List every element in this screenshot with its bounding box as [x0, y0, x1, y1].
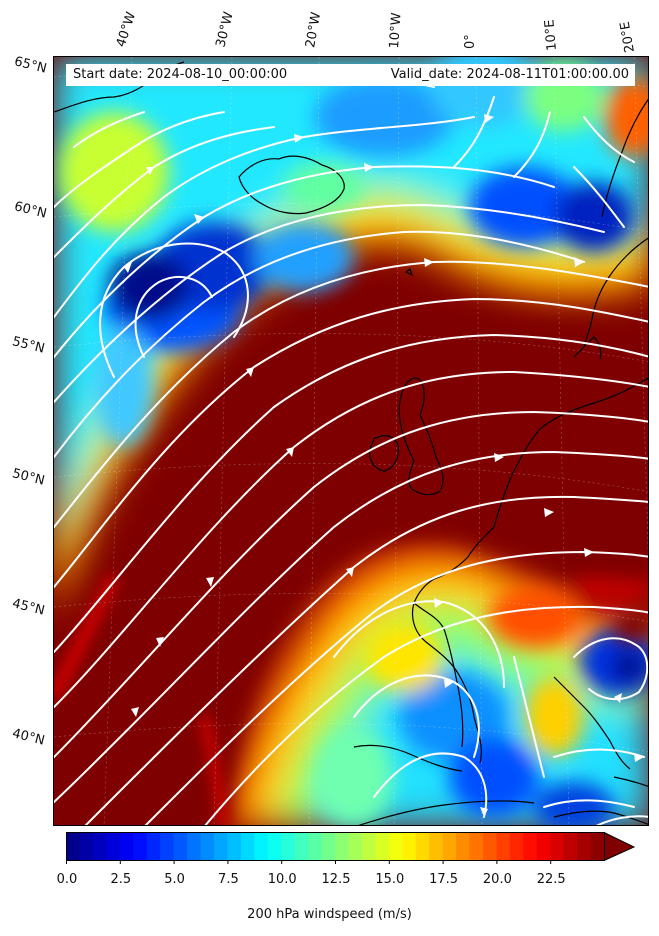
lat-label-40n: 40°N	[10, 726, 47, 749]
valid-date-label: Valid_date: 2024-08-11T01:00:00.00	[390, 67, 629, 82]
colorbar-tick-label: 2.5	[110, 872, 132, 887]
colorbar-steps	[66, 832, 605, 861]
colorbar-step	[294, 832, 309, 861]
lon-label-20w: 20°W	[303, 11, 325, 50]
lat-label-45n: 45°N	[10, 596, 47, 619]
colorbar-step	[348, 832, 363, 861]
colorbar-step	[550, 832, 565, 861]
colorbar-step	[92, 832, 107, 861]
colorbar-outline	[66, 832, 605, 861]
colorbar-step	[429, 832, 444, 861]
colorbar-step	[79, 832, 94, 861]
colorbar-extend-arrow	[604, 832, 634, 861]
colorbar-tick-label: 15.0	[375, 872, 405, 887]
colorbar-step	[66, 832, 81, 861]
colorbar-step	[213, 832, 228, 861]
colorbar-step	[146, 832, 161, 861]
colorbar-step	[442, 832, 457, 861]
colorbar-step	[160, 832, 175, 861]
colorbar	[66, 832, 636, 864]
colorbar-step	[173, 832, 188, 861]
colorbar-step	[361, 832, 376, 861]
colorbar-step	[536, 832, 551, 861]
colorbar-step	[267, 832, 282, 861]
colorbar-tick-label: 12.5	[321, 872, 351, 887]
colorbar-step	[200, 832, 215, 861]
colorbar-step	[106, 832, 121, 861]
colorbar-label: 200 hPa windspeed (m/s)	[247, 907, 412, 922]
jet-streak	[54, 314, 648, 825]
colorbar-tick-label: 0.0	[56, 872, 78, 887]
colorbar-step	[563, 832, 578, 861]
colorbar-step	[523, 832, 538, 861]
colorbar-step	[375, 832, 390, 861]
colorbar-step	[281, 832, 296, 861]
colorbar-tickmarks	[66, 861, 552, 864]
colorbar-tick-label: 7.5	[218, 872, 239, 887]
streamline-arrows	[124, 114, 644, 817]
coastlines	[54, 61, 648, 825]
colorbar-step	[482, 832, 497, 861]
colorbar-step	[335, 832, 350, 861]
lon-label-20e: 20°E	[617, 20, 638, 54]
weak-wind-south-detail	[314, 567, 648, 825]
lat-label-60n: 60°N	[12, 199, 49, 222]
colorbar-step	[227, 832, 242, 861]
lat-label-50n: 50°N	[10, 466, 47, 489]
lon-label-0: 0°	[463, 34, 478, 49]
lon-label-30w: 30°W	[213, 10, 237, 49]
colorbar-step	[402, 832, 417, 861]
start-date-label: Start date: 2024-08-10_00:00:00	[73, 67, 288, 82]
lon-label-10e: 10°E	[542, 18, 560, 52]
colorbar-step	[590, 832, 605, 861]
colorbar-tick-label: 20.0	[482, 872, 512, 887]
colorbar-step	[133, 832, 148, 861]
colorbar-step	[388, 832, 403, 861]
windspeed-map	[54, 57, 648, 825]
colorbar-step	[254, 832, 269, 861]
colorbar-step	[308, 832, 323, 861]
lon-label-10w: 10°W	[387, 12, 405, 49]
title-box: Start date: 2024-08-10_00:00:00 Valid_da…	[66, 64, 635, 86]
colorbar-step	[240, 832, 255, 861]
colorbar-tick-label: 22.5	[536, 872, 566, 887]
streamlines	[54, 74, 648, 825]
colorbar-step	[509, 832, 524, 861]
lat-label-65n: 65°N	[12, 54, 49, 77]
map-panel	[53, 56, 649, 826]
colorbar-step	[119, 832, 134, 861]
lon-label-40w: 40°W	[113, 10, 140, 49]
colorbar-tick-label: 17.5	[429, 872, 459, 887]
colorbar-step	[321, 832, 336, 861]
colorbar-tick-label: 10.0	[267, 872, 297, 887]
colorbar-step	[577, 832, 592, 861]
colorbar-step	[187, 832, 202, 861]
colorbar-step	[496, 832, 511, 861]
colorbar-step	[456, 832, 471, 861]
colorbar-step	[415, 832, 430, 861]
colorbar-tick-label: 5.0	[164, 872, 185, 887]
colorbar-step	[469, 832, 484, 861]
lat-label-55n: 55°N	[10, 334, 47, 357]
